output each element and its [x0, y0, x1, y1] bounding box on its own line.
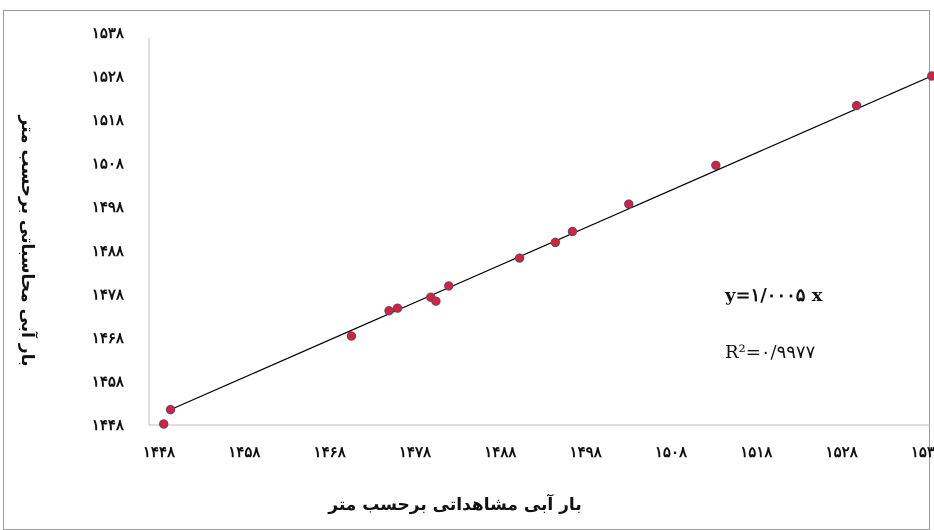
data-point	[392, 303, 403, 313]
x-tick-label: ۱۴۹۸	[570, 443, 603, 461]
data-point	[444, 281, 454, 291]
y-tick-label: ۱۴۹۸	[92, 198, 125, 216]
y-tick-label: ۱۴۷۸	[92, 285, 125, 303]
data-point	[431, 296, 441, 306]
data-point	[384, 306, 394, 316]
scatter-chart: ۱۴۴۸ ۱۴۵۸ ۱۴۶۸ ۱۴۷۸ ۱۴۸۸ ۱۴۹۸ ۱۵۰۸ ۱۵۱۸ ۱۵۲۸ ۱۵۳۸…	[17, 24, 934, 515]
y-tick-label: ۱۴۸۸	[92, 242, 125, 260]
data-point	[927, 71, 934, 81]
y-tick-label: ۱۵۳۸	[92, 24, 125, 42]
x-tick-label: ۱۴۵۸	[228, 443, 261, 461]
data-point	[550, 237, 561, 248]
y-tick-label: ۱۵۰۸	[92, 155, 125, 173]
x-tick-label: ۱۴۸۸	[484, 443, 517, 461]
data-point	[851, 100, 862, 111]
data-point	[624, 199, 634, 209]
axes	[148, 38, 930, 426]
data-point	[346, 331, 357, 341]
x-tick-label: ۱۵۳۸	[911, 443, 934, 461]
equation-annotation: y=۱/۰۰۰۵ x	[724, 285, 823, 306]
y-tick-label: ۱۴۶۸	[92, 329, 125, 347]
data-point	[159, 419, 169, 429]
x-tick-label: ۱۵۰۸	[655, 443, 688, 461]
y-tick-label: ۱۴۵۸	[92, 372, 125, 390]
y-tick-label: ۱۴۴۸	[92, 416, 125, 434]
x-tick-label: ۱۴۴۸	[143, 443, 176, 461]
y-axis-title: بار آبی محاسباتی برحسب متر	[17, 115, 39, 367]
x-tick-label: ۱۴۶۸	[314, 443, 347, 461]
y-tick-label: ۱۵۲۸	[92, 68, 125, 86]
tick-labels: ۱۴۴۸ ۱۴۵۸ ۱۴۶۸ ۱۴۷۸ ۱۴۸۸ ۱۴۹۸ ۱۵۰۸ ۱۵۱۸ ۱۵۲۸ ۱۵۳۸…	[92, 24, 934, 461]
x-tick-label: ۱۵۱۸	[740, 443, 773, 461]
y-tick-label: ۱۵۱۸	[92, 111, 125, 129]
r-squared-annotation: R²=۰/۹۹۷۷	[725, 342, 816, 363]
x-tick-label: ۱۵۲۸	[826, 443, 859, 461]
data-point	[165, 404, 176, 415]
data-point	[711, 160, 721, 170]
x-tick-label: ۱۴۷۸	[399, 443, 432, 461]
data-point	[567, 226, 578, 237]
x-axis-title: بار آبی مشاهداتی برحسب متر	[327, 493, 581, 515]
data-points	[159, 71, 934, 429]
data-point	[514, 253, 525, 263]
